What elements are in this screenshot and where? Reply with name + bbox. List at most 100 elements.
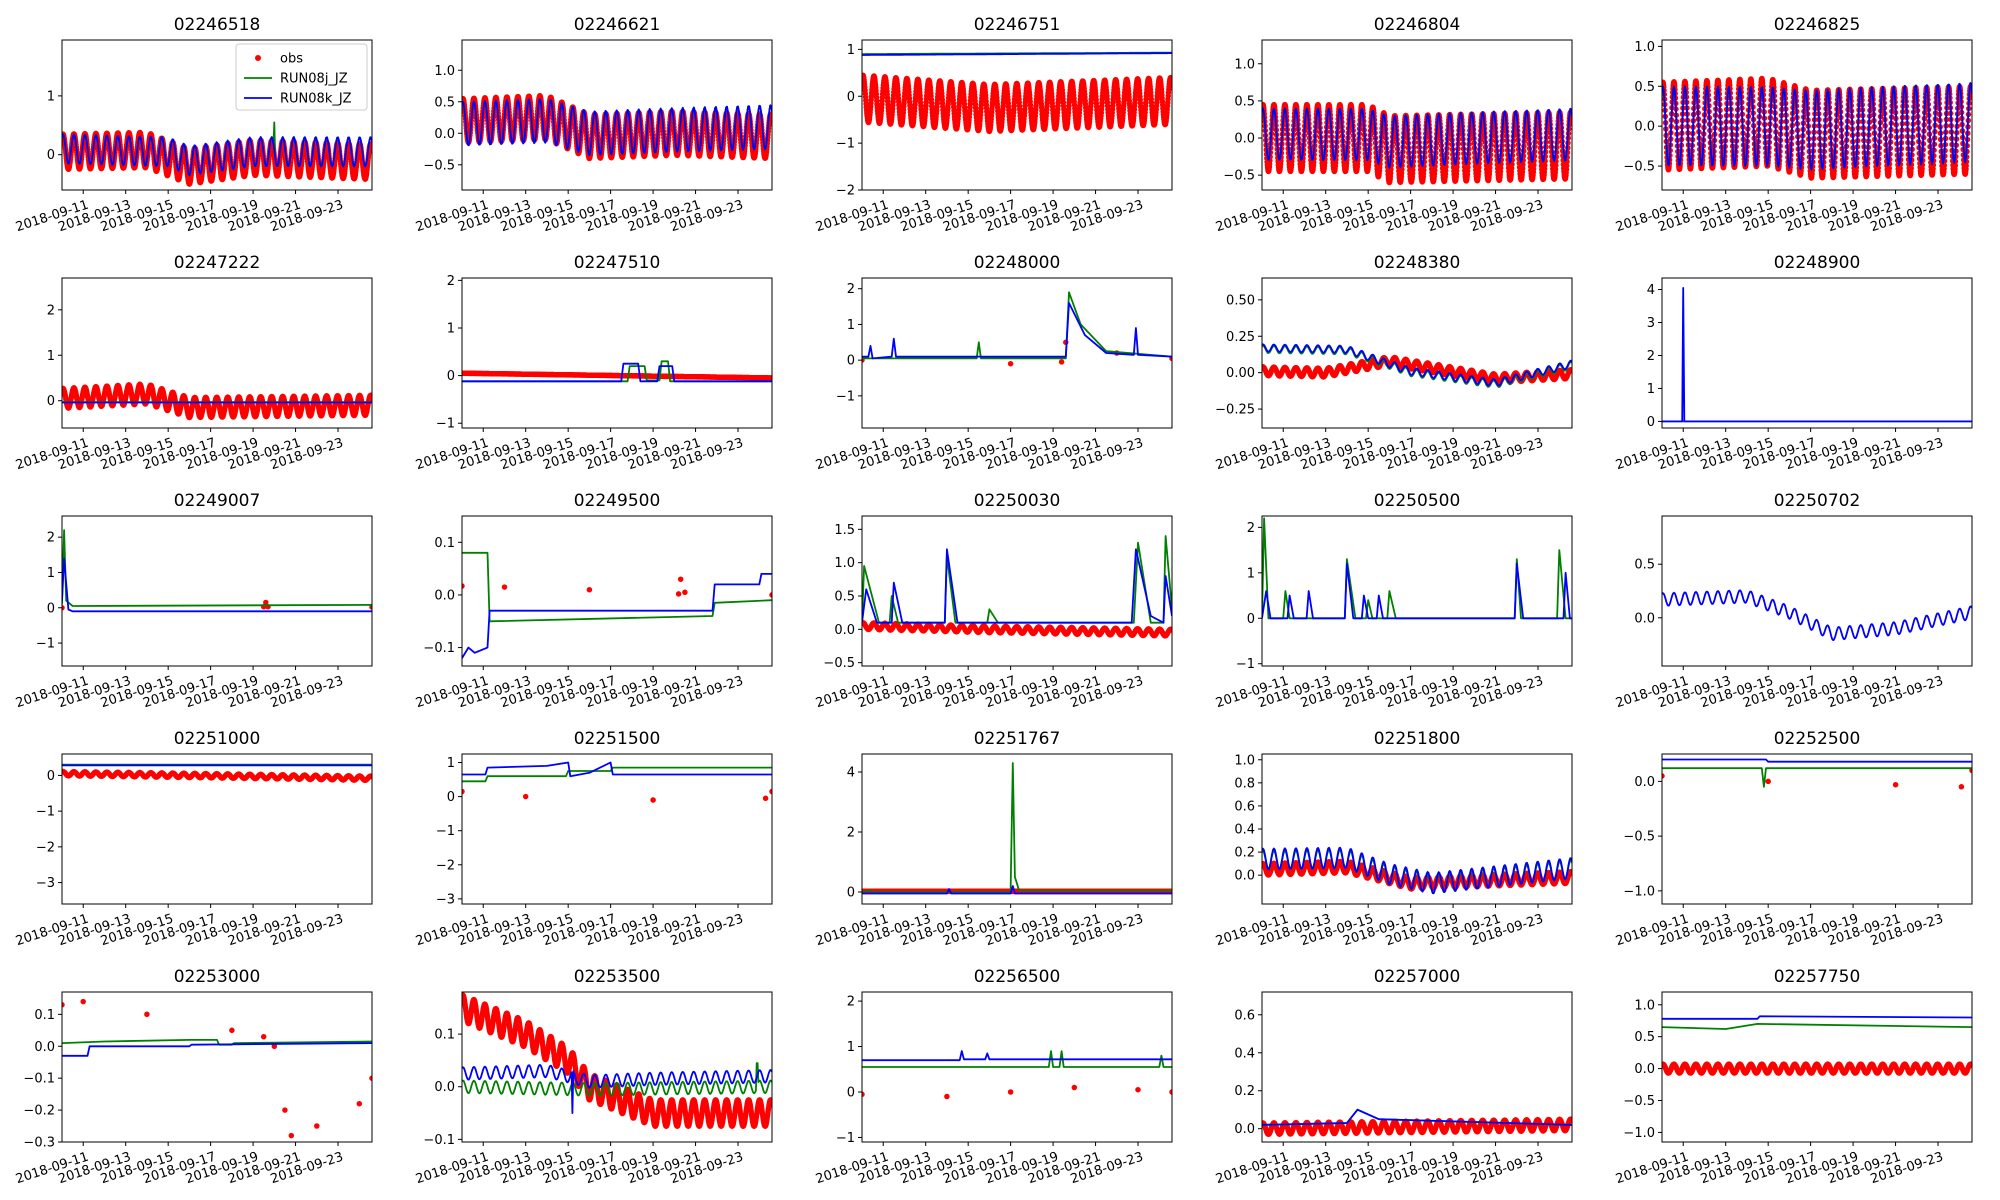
- plot-area: [462, 761, 772, 803]
- subplot-02247510: 02247510−10122018-09-112018-09-132018-09…: [414, 253, 773, 473]
- plot-area: [1662, 287, 1972, 423]
- plot-area: [862, 51, 1172, 135]
- series-RUN08k_JZ: [1662, 758, 1972, 763]
- y-tick-label: 0.00: [1226, 366, 1255, 381]
- subplot-02246621: 02246621−0.50.00.51.02018-09-112018-09-1…: [414, 15, 773, 235]
- subplot-title: 02257000: [1374, 967, 1461, 987]
- plot-area: [462, 360, 772, 383]
- y-tick-label: 0.6: [1234, 799, 1255, 814]
- y-tick-label: −0.5: [1223, 169, 1255, 184]
- y-tick-label: 3: [1647, 316, 1655, 331]
- subplot-02247222: 022472220122018-09-112018-09-132018-09-1…: [14, 253, 373, 473]
- y-tick-label: 0.2: [1234, 846, 1255, 861]
- y-tick-label: −0.1: [423, 641, 455, 656]
- y-tick-label: 0.0: [1234, 869, 1255, 884]
- y-tick-label: 4: [1647, 283, 1655, 298]
- subplot-title: 02246804: [1374, 15, 1461, 35]
- y-tick-label: 1.0: [834, 556, 855, 571]
- series-obs: [462, 992, 772, 1129]
- subplot-02253000: 02253000−0.3−0.2−0.10.00.12018-09-112018…: [14, 967, 373, 1187]
- series-RUN08j_JZ: [862, 762, 1172, 893]
- y-tick-label: 0.0: [1634, 1062, 1655, 1077]
- y-tick-label: 1: [1247, 566, 1255, 581]
- series-obs: [1262, 354, 1572, 386]
- plot-area: [62, 529, 372, 613]
- subplot-title: 02246751: [974, 15, 1061, 35]
- y-tick-label: 0.25: [1226, 330, 1255, 345]
- y-tick-label: 1: [447, 756, 455, 771]
- series-RUN08j_JZ: [1662, 1023, 1972, 1030]
- y-tick-label: 2: [47, 531, 55, 546]
- axes-frame: [1661, 991, 1973, 1143]
- subplot-title: 02246518: [174, 15, 261, 35]
- y-tick-label: 0.2: [1234, 1084, 1255, 1099]
- plot-area: [62, 121, 372, 187]
- axes-frame: [861, 277, 1173, 429]
- subplot-02256500: 02256500−10122018-09-112018-09-132018-09…: [814, 967, 1173, 1187]
- y-tick-label: −0.5: [423, 158, 455, 173]
- plot-area: [1662, 75, 1972, 181]
- y-tick-label: 0: [847, 90, 855, 105]
- plot-area: [862, 535, 1172, 639]
- legend-marker-obs: [255, 55, 261, 61]
- y-tick-label: 0.5: [1234, 94, 1255, 109]
- y-tick-label: −0.5: [1623, 830, 1655, 845]
- y-tick-label: −0.1: [423, 1133, 455, 1148]
- axes-frame: [1661, 39, 1973, 191]
- y-tick-label: 1: [847, 318, 855, 333]
- subplot-title: 02250030: [974, 491, 1061, 511]
- axes-frame: [461, 753, 773, 905]
- series-RUN08k_JZ: [1262, 107, 1572, 169]
- y-tick-label: 0.1: [434, 1028, 455, 1043]
- series-RUN08k_JZ: [462, 761, 772, 778]
- subplot-02251767: 022517670242018-09-112018-09-132018-09-1…: [814, 729, 1173, 949]
- y-tick-label: 2: [847, 282, 855, 297]
- axes-frame: [61, 515, 373, 667]
- axes-frame: [61, 277, 373, 429]
- subplot-02248900: 02248900012342018-09-112018-09-132018-09…: [1614, 253, 1973, 473]
- subplot-02251500: 02251500−3−2−1012018-09-112018-09-132018…: [414, 729, 773, 949]
- series-RUN08k_JZ: [1662, 82, 1972, 171]
- y-tick-label: −1: [436, 824, 455, 839]
- y-tick-label: 0.5: [1634, 1030, 1655, 1045]
- subplot-02250500: 02250500−10122018-09-112018-09-132018-09…: [1214, 491, 1573, 711]
- y-tick-label: −0.2: [23, 1104, 55, 1119]
- series-RUN08k_JZ: [1262, 562, 1572, 620]
- plot-area: [62, 381, 372, 421]
- series-RUN08k_JZ: [1662, 589, 1972, 641]
- y-tick-label: 0.0: [434, 588, 455, 603]
- y-tick-label: −0.3: [23, 1136, 55, 1151]
- y-tick-label: −3: [436, 892, 455, 907]
- series-RUN08k_JZ: [862, 52, 1172, 56]
- plot-area: [1662, 758, 1972, 790]
- subplot-title: 02251500: [574, 729, 661, 749]
- plot-area: [462, 93, 772, 162]
- series-RUN08j_JZ: [862, 535, 1172, 624]
- series-RUN08k_JZ: [1262, 846, 1572, 895]
- y-tick-label: 0.4: [1234, 1046, 1255, 1061]
- y-tick-label: −1.0: [1623, 884, 1655, 899]
- axes-frame: [61, 991, 373, 1143]
- y-tick-label: 0.0: [834, 623, 855, 638]
- y-tick-label: 0.5: [834, 590, 855, 605]
- y-tick-label: 0: [847, 354, 855, 369]
- subplot-02249500: 02249500−0.10.00.12018-09-112018-09-1320…: [414, 491, 773, 711]
- y-tick-label: 4: [847, 766, 855, 781]
- legend: obs RUN08j_JZ RUN08k_JZ: [235, 43, 368, 111]
- y-tick-label: −0.25: [1215, 403, 1255, 418]
- y-tick-label: −0.1: [23, 1072, 55, 1087]
- y-tick-label: 1: [47, 349, 55, 364]
- subplot-title: 02253000: [174, 967, 261, 987]
- axes-frame: [1661, 277, 1973, 429]
- series-RUN08k_JZ: [862, 885, 1172, 895]
- series-obs: [862, 619, 1172, 639]
- subplot-02257750: 02257750−1.0−0.50.00.51.02018-09-112018-…: [1614, 967, 1973, 1187]
- y-tick-label: 0: [847, 1086, 855, 1101]
- y-tick-label: −1: [436, 417, 455, 432]
- subplot-title: 02250702: [1774, 491, 1861, 511]
- series-obs: [62, 599, 372, 611]
- subplot-title: 02247222: [174, 253, 261, 273]
- y-tick-label: −0.5: [1623, 160, 1655, 175]
- series-RUN08k_JZ: [462, 98, 772, 157]
- subplot-02253500: 02253500−0.10.00.12018-09-112018-09-1320…: [414, 967, 773, 1187]
